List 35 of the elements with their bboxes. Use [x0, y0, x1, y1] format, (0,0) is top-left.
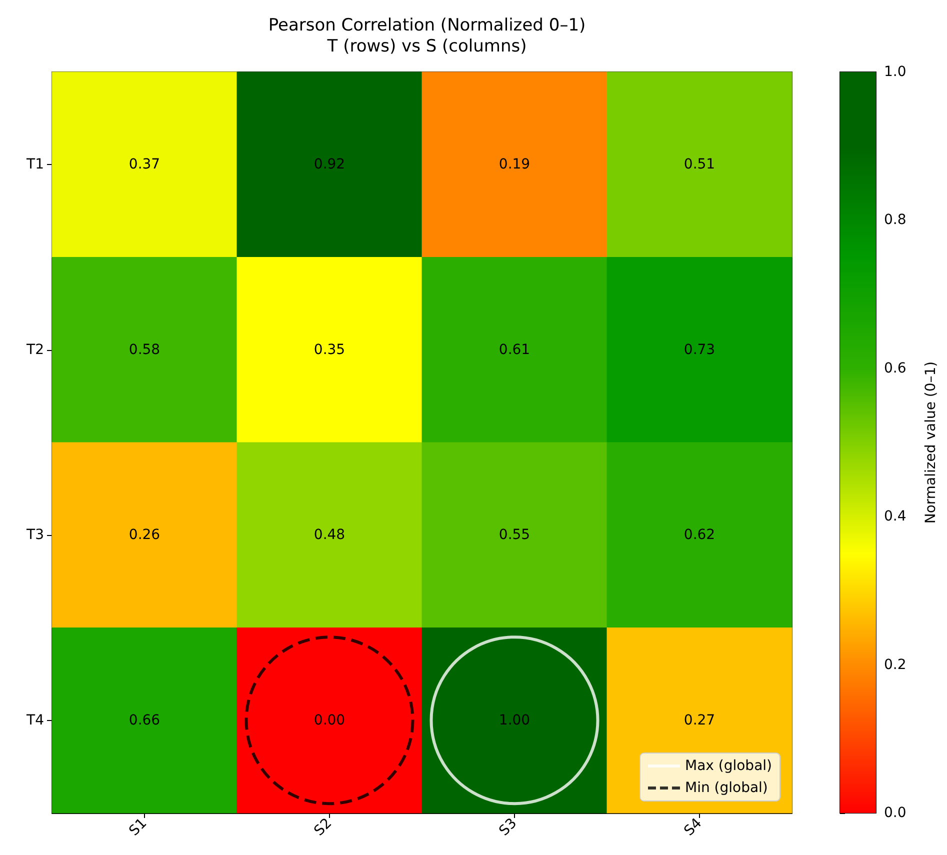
y-tick-label: T1	[26, 156, 44, 173]
color-bar-label: 0.6	[884, 360, 906, 376]
y-tick-label: T4	[26, 712, 44, 728]
chart-subtitle: T (rows) vs S (columns)	[326, 36, 527, 56]
x-tick-label: S2	[311, 815, 336, 840]
data-label: 0.37	[128, 156, 160, 173]
data-label: 0.35	[314, 342, 346, 358]
data-label: 0.62	[684, 527, 716, 544]
data-label: 0.73	[684, 342, 716, 358]
data-label: 1.00	[498, 712, 530, 728]
data-label: 0.51	[684, 156, 716, 173]
annotation: Min (global)	[684, 780, 768, 796]
data-label: 0.58	[128, 342, 160, 358]
color-bar-label: 0.0	[884, 805, 906, 821]
chart-title: Pearson Correlation (Normalized 0–1)	[268, 16, 586, 36]
data-label: 0.26	[128, 527, 160, 544]
data-label: 0.48	[314, 527, 346, 544]
y-tick-label: T2	[26, 342, 44, 358]
x-tick-label: S4	[681, 815, 706, 840]
data-label: 0.00	[314, 712, 346, 728]
color-bar-label: 0.4	[884, 508, 906, 525]
y-tick-label: T3	[26, 527, 44, 544]
x-tick-label: S1	[126, 815, 150, 840]
data-label: 0.55	[498, 527, 530, 544]
color-bar-title: Normalized value (0–1)	[923, 361, 939, 524]
data-label: 0.19	[498, 156, 530, 173]
x-tick-label: S3	[496, 815, 520, 840]
color-bar-label: 0.2	[884, 656, 906, 673]
data-label: 0.61	[498, 342, 530, 358]
color-bar-label: 0.8	[884, 212, 906, 228]
annotation: Max (global)	[684, 758, 772, 774]
data-label: 0.92	[314, 156, 346, 173]
color-bar-label: 1.0	[884, 64, 906, 80]
data-label: 0.66	[128, 712, 160, 728]
data-label: 0.27	[684, 712, 716, 728]
